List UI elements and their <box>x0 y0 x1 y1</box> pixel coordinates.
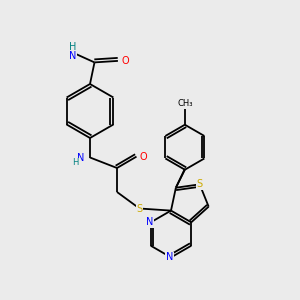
Text: CH₃: CH₃ <box>177 99 193 108</box>
Text: N: N <box>69 50 76 61</box>
Text: S: S <box>196 179 203 189</box>
Text: N: N <box>166 252 173 262</box>
Text: N: N <box>146 217 153 227</box>
Text: O: O <box>122 56 129 66</box>
Text: O: O <box>139 152 147 162</box>
Text: H: H <box>72 158 79 167</box>
Text: H: H <box>69 41 76 52</box>
Text: S: S <box>136 203 142 214</box>
Text: N: N <box>77 152 85 163</box>
